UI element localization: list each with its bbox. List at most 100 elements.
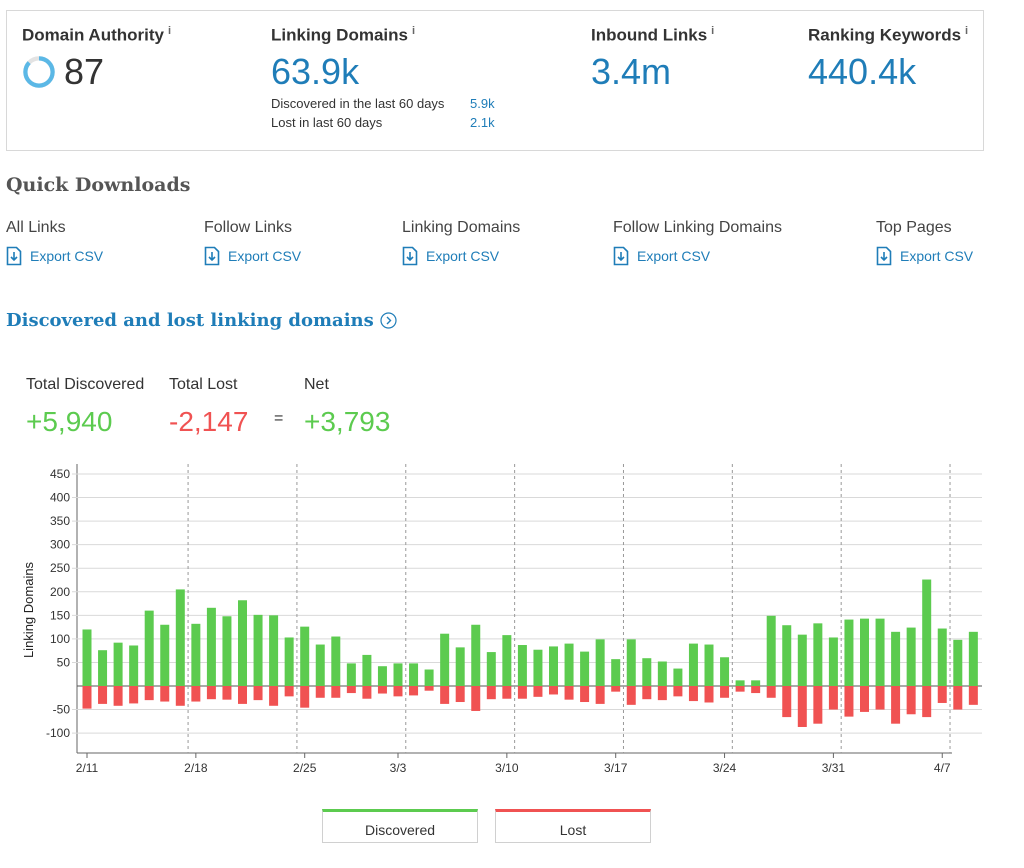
discovered-bar xyxy=(393,663,403,686)
x-tick-label: 2/25 xyxy=(293,761,317,775)
discovered-bar xyxy=(377,666,387,686)
metrics-panel: Domain Authority i 87 Linking Domains i 63… xyxy=(6,10,984,151)
lost-bar xyxy=(828,686,838,710)
ranking-keywords-value: 440.4k xyxy=(808,50,917,92)
lost-bar xyxy=(377,686,387,694)
discovered-bar xyxy=(238,600,247,686)
lost-bar xyxy=(968,686,978,705)
discovered-bar xyxy=(300,626,310,686)
y-tick-label: 100 xyxy=(50,632,70,646)
x-tick-label: 3/17 xyxy=(604,761,628,775)
discovered-bar xyxy=(222,616,232,686)
lost-bar xyxy=(409,686,419,696)
lost-bar xyxy=(486,686,496,700)
discovered-bar xyxy=(331,636,341,686)
lost-bar xyxy=(455,686,465,703)
y-tick-label: -100 xyxy=(46,726,70,740)
x-tick-label: 3/31 xyxy=(822,761,846,775)
legend-lost-toggle[interactable]: Lost xyxy=(495,809,651,843)
export-csv-button[interactable]: Export CSV xyxy=(613,246,782,266)
inbound-links-metric: Inbound Links i 3.4m xyxy=(591,25,714,92)
discovered-bar xyxy=(440,633,450,686)
chart-section-title[interactable]: Discovered and lost linking domains xyxy=(6,310,397,331)
lost-bar xyxy=(471,686,481,711)
discovered-bar xyxy=(144,610,154,686)
info-icon[interactable]: i xyxy=(711,25,715,37)
discovered-bar xyxy=(642,658,652,686)
discovered-bar xyxy=(284,637,294,686)
discovered-bar xyxy=(269,615,279,686)
export-csv-button[interactable]: Export CSV xyxy=(204,246,301,266)
lost-bar xyxy=(580,686,590,703)
y-tick-label: 400 xyxy=(50,491,70,505)
info-icon[interactable]: i xyxy=(411,25,416,37)
legend-discovered-toggle[interactable]: Discovered xyxy=(322,809,478,843)
discovered-bar xyxy=(704,644,714,686)
discovered-bar xyxy=(922,579,932,686)
lost-bar xyxy=(129,686,139,704)
lost-bar xyxy=(440,686,450,704)
lost-bar xyxy=(875,686,885,710)
download-linking-domains: Linking Domains Export CSV xyxy=(402,219,521,266)
discovered-bar xyxy=(517,645,527,686)
lost-bar xyxy=(922,686,932,718)
discovered-bar xyxy=(797,634,807,686)
lost-bar xyxy=(642,686,652,700)
download-file-icon xyxy=(204,246,220,266)
lost-bar xyxy=(269,686,279,706)
lost-bar xyxy=(346,686,356,694)
discovered-bar xyxy=(191,623,201,686)
lost-bar xyxy=(751,686,761,694)
lost-bar xyxy=(175,686,185,706)
lost-bar xyxy=(533,686,543,697)
lost-bar xyxy=(906,686,916,715)
ranking-keywords-metric: Ranking Keywords i 440.4k xyxy=(808,25,968,92)
discovered-bar xyxy=(860,618,869,686)
y-tick-label: 300 xyxy=(50,538,70,552)
equals-sign: = xyxy=(274,410,284,427)
export-csv-button[interactable]: Export CSV xyxy=(402,246,520,266)
lost-bar xyxy=(735,686,745,692)
lost-bar xyxy=(688,686,698,702)
discovered-bar xyxy=(657,661,667,686)
discovered-bar xyxy=(206,607,216,686)
discovered-bar xyxy=(549,646,558,686)
info-icon[interactable]: i xyxy=(965,25,969,37)
discovered-bar xyxy=(160,624,170,686)
domain-authority-label: Domain Authority i xyxy=(22,25,172,45)
download-top-pages: Top Pages Export CSV xyxy=(876,219,974,266)
info-icon[interactable]: i xyxy=(167,25,172,37)
lost-bar xyxy=(844,686,854,717)
y-tick-label: -50 xyxy=(53,703,71,717)
total-discovered: Total Discovered +5,940 xyxy=(26,376,145,437)
y-tick-label: 50 xyxy=(57,655,71,669)
discovered-bar xyxy=(362,654,372,686)
discovered-row: Discovered in the last 60 days 5.9k xyxy=(271,95,495,111)
lost-bar xyxy=(937,686,947,703)
discovered-bar xyxy=(688,643,698,686)
lost-bar xyxy=(860,686,869,712)
lost-value-link[interactable]: 2.1k xyxy=(470,114,495,130)
linking-domains-label: Linking Domains i xyxy=(271,25,416,45)
quick-downloads-title: Quick Downloads xyxy=(6,174,191,196)
discovered-bar xyxy=(720,657,730,686)
linking-domains-value: 63.9k xyxy=(271,50,360,92)
discovered-bar xyxy=(533,649,543,686)
discovered-bar xyxy=(891,631,901,686)
discovered-bar xyxy=(875,618,885,686)
export-csv-button[interactable]: Export CSV xyxy=(876,246,973,266)
lost-bar xyxy=(626,686,636,705)
inbound-links-label: Inbound Links i xyxy=(591,25,715,45)
y-tick-label: 150 xyxy=(50,608,70,622)
lost-bar xyxy=(704,686,714,703)
net-value: +3,793 xyxy=(304,406,391,437)
y-tick-label: 450 xyxy=(50,467,70,481)
export-csv-button[interactable]: Export CSV xyxy=(6,246,103,266)
x-tick-label: 2/11 xyxy=(76,761,99,775)
lost-bar xyxy=(82,686,92,709)
y-tick-label: 350 xyxy=(50,514,70,528)
discovered-value-link[interactable]: 5.9k xyxy=(470,95,495,111)
lost-bar xyxy=(720,686,730,698)
lost-bar xyxy=(673,686,683,697)
discovered-bar xyxy=(673,668,683,686)
